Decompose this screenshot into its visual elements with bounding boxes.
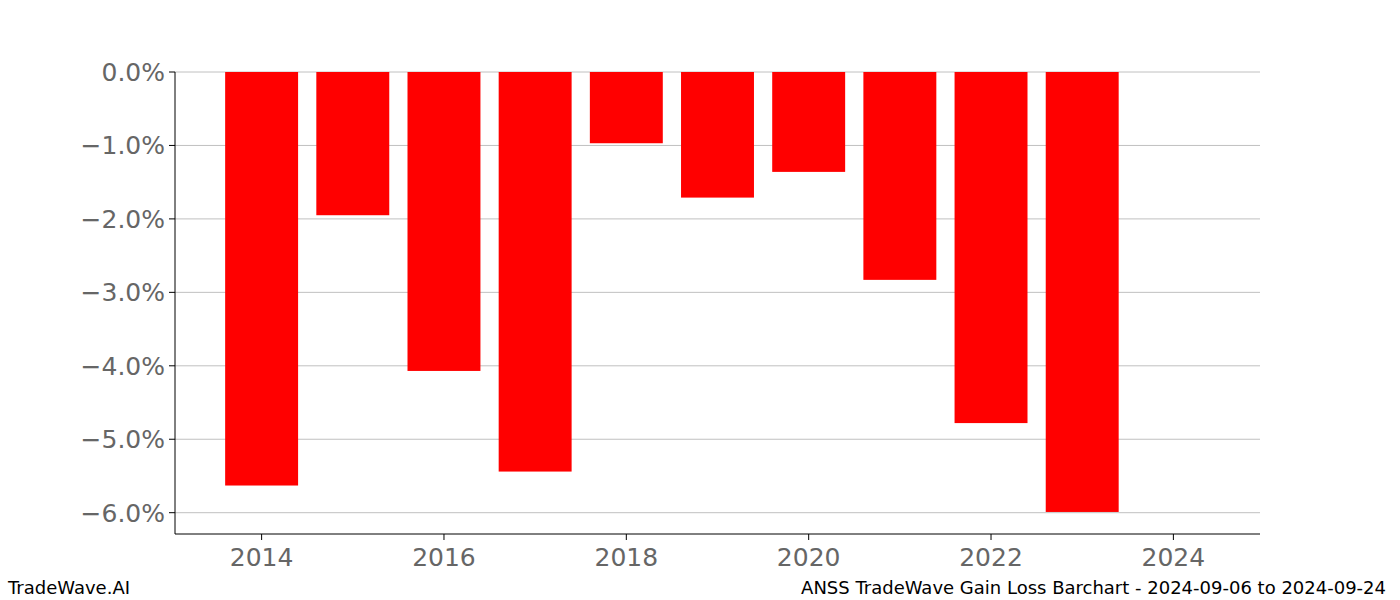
- x-tick-label: 2016: [412, 543, 476, 572]
- title: ANSS TradeWave Gain Loss Barchart - 2024…: [801, 577, 1386, 598]
- bars: [225, 72, 1119, 512]
- y-tick: [169, 72, 175, 73]
- background: [0, 0, 1400, 600]
- bar: [316, 72, 389, 215]
- x-tick-label: 2020: [777, 543, 841, 572]
- y-tick-label: −3.0%: [81, 278, 165, 307]
- bar: [772, 72, 845, 172]
- y-tick: [169, 365, 175, 366]
- bar: [590, 72, 663, 143]
- y-tick-label: −2.0%: [81, 205, 165, 234]
- y-tick: [169, 145, 175, 146]
- y-tick-label: −5.0%: [81, 425, 165, 454]
- y-tick-label: −6.0%: [81, 499, 165, 528]
- grid-line: [175, 512, 1260, 513]
- y-tick-label: −1.0%: [81, 131, 165, 160]
- bar: [408, 72, 481, 371]
- y-tick: [169, 512, 175, 513]
- bar: [499, 72, 572, 472]
- x-tick-label: 2014: [230, 543, 294, 572]
- bar: [225, 72, 298, 486]
- y-tick-label: −4.0%: [81, 352, 165, 381]
- y-tick: [169, 218, 175, 219]
- bar: [863, 72, 936, 280]
- y-tick-label: 0.0%: [101, 58, 165, 87]
- y-tick: [169, 439, 175, 440]
- x-tick: [808, 534, 809, 540]
- y-tick: [169, 292, 175, 293]
- y-axis: [175, 72, 176, 534]
- x-tick: [261, 534, 262, 540]
- x-tick: [1173, 534, 1174, 540]
- source: TradeWave.AI: [7, 577, 130, 598]
- x-tick-label: 2018: [595, 543, 659, 572]
- bar: [1046, 72, 1119, 512]
- x-tick-label: 2022: [959, 543, 1023, 572]
- x-tick-label: 2024: [1142, 543, 1206, 572]
- chart: 0.0% −1.0% −2.0% −3.0% −4.0% −5.0% −6.0% 2014 20…: [0, 0, 1400, 600]
- x-tick: [991, 534, 992, 540]
- bar: [681, 72, 754, 198]
- x-tick: [443, 534, 444, 540]
- x-tick: [626, 534, 627, 540]
- bar: [955, 72, 1028, 423]
- x-axis: [175, 534, 1260, 535]
